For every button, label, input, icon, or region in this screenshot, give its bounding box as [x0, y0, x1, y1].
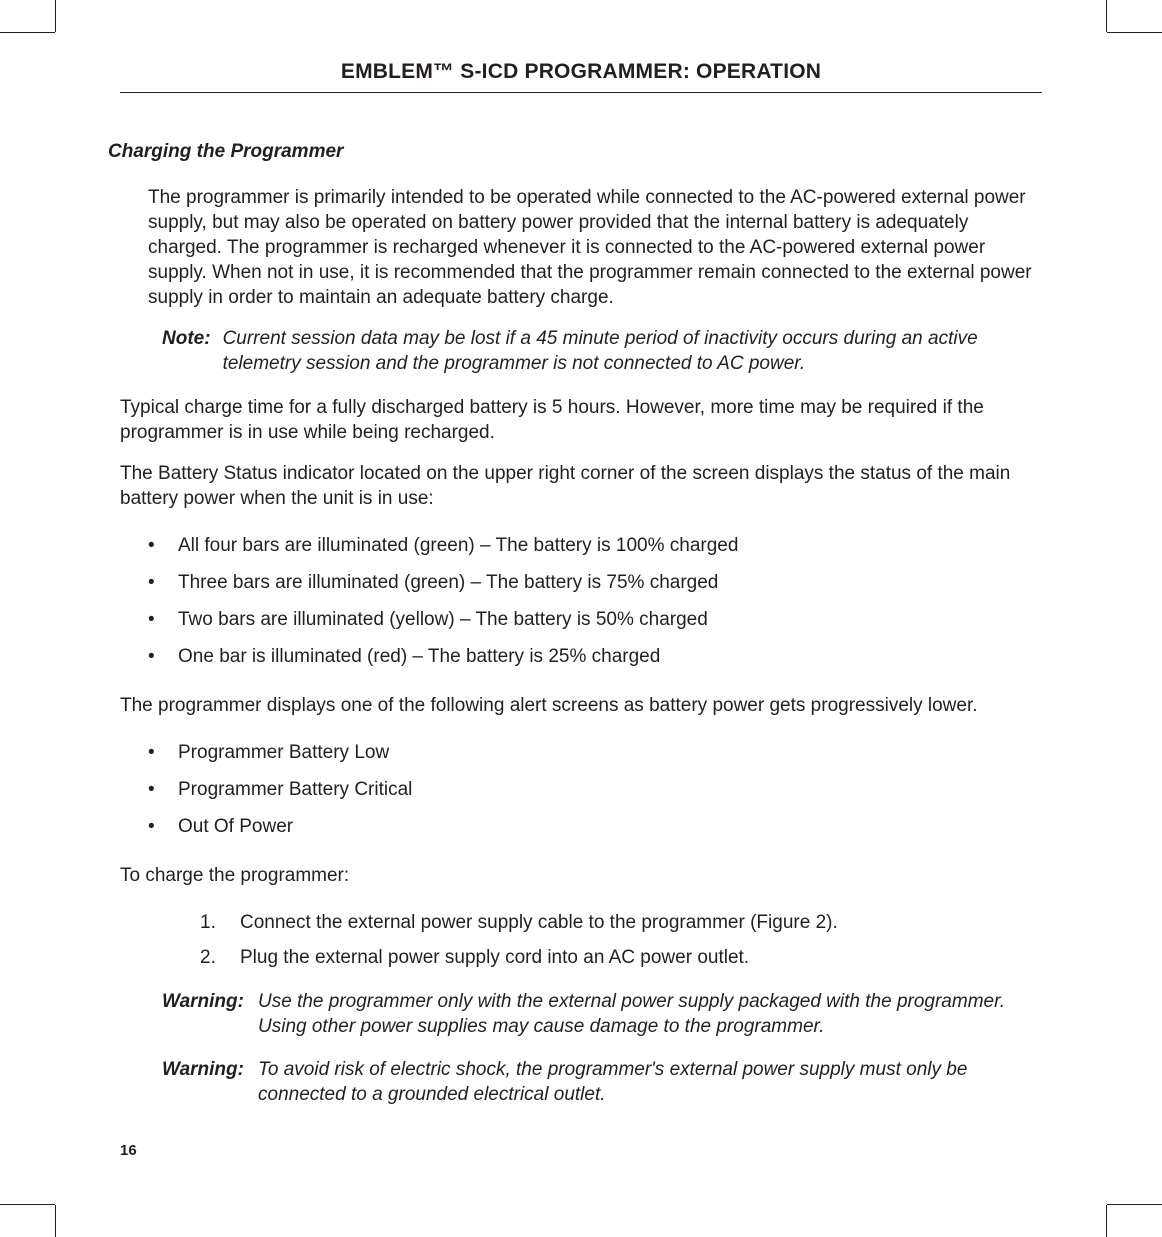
page-number: 16	[120, 1142, 137, 1159]
crop-mark	[1106, 1205, 1107, 1237]
warning-text: Use the programmer only with the externa…	[258, 989, 1032, 1039]
list-item: Three bars are illuminated (green) – The…	[120, 564, 1042, 601]
list-item: Programmer Battery Critical	[120, 771, 1042, 808]
paragraph: The programmer displays one of the follo…	[120, 693, 1042, 718]
note-label: Note:	[162, 326, 223, 376]
list-item: Programmer Battery Low	[120, 734, 1042, 771]
list-item: All four bars are illuminated (green) – …	[120, 527, 1042, 564]
warning-callout: Warning: Use the programmer only with th…	[162, 989, 1032, 1039]
warning-label: Warning:	[162, 989, 258, 1039]
crop-mark	[1107, 32, 1162, 33]
list-item: One bar is illuminated (red) – The batte…	[120, 638, 1042, 675]
note-text: Current session data may be lost if a 45…	[223, 326, 1032, 376]
crop-mark	[0, 32, 55, 33]
warning-label: Warning:	[162, 1057, 258, 1107]
crop-mark	[0, 1204, 55, 1205]
steps-list: Connect the external power supply cable …	[120, 905, 1042, 975]
list-item: Connect the external power supply cable …	[120, 905, 1042, 940]
crop-mark	[1106, 0, 1107, 32]
section-title: Charging the Programmer	[108, 141, 1042, 163]
warning-text: To avoid risk of electric shock, the pro…	[258, 1057, 1032, 1107]
page-content: EMBLEM™ S-ICD PROGRAMMER: OPERATION Char…	[120, 60, 1042, 1125]
crop-mark	[1107, 1204, 1162, 1205]
list-item: Two bars are illuminated (yellow) – The …	[120, 601, 1042, 638]
note-callout: Note: Current session data may be lost i…	[162, 326, 1032, 376]
list-item: Plug the external power supply cord into…	[120, 940, 1042, 975]
running-header: EMBLEM™ S-ICD PROGRAMMER: OPERATION	[120, 60, 1042, 93]
paragraph: The Battery Status indicator located on …	[120, 461, 1042, 511]
crop-mark	[55, 1205, 56, 1237]
battery-status-list: All four bars are illuminated (green) – …	[120, 527, 1042, 675]
alert-list: Programmer Battery Low Programmer Batter…	[120, 734, 1042, 845]
paragraph: To charge the programmer:	[120, 863, 1042, 888]
paragraph: Typical charge time for a fully discharg…	[120, 395, 1042, 445]
warning-callout: Warning: To avoid risk of electric shock…	[162, 1057, 1032, 1107]
crop-mark	[55, 0, 56, 32]
paragraph: The programmer is primarily intended to …	[148, 185, 1042, 310]
list-item: Out Of Power	[120, 808, 1042, 845]
